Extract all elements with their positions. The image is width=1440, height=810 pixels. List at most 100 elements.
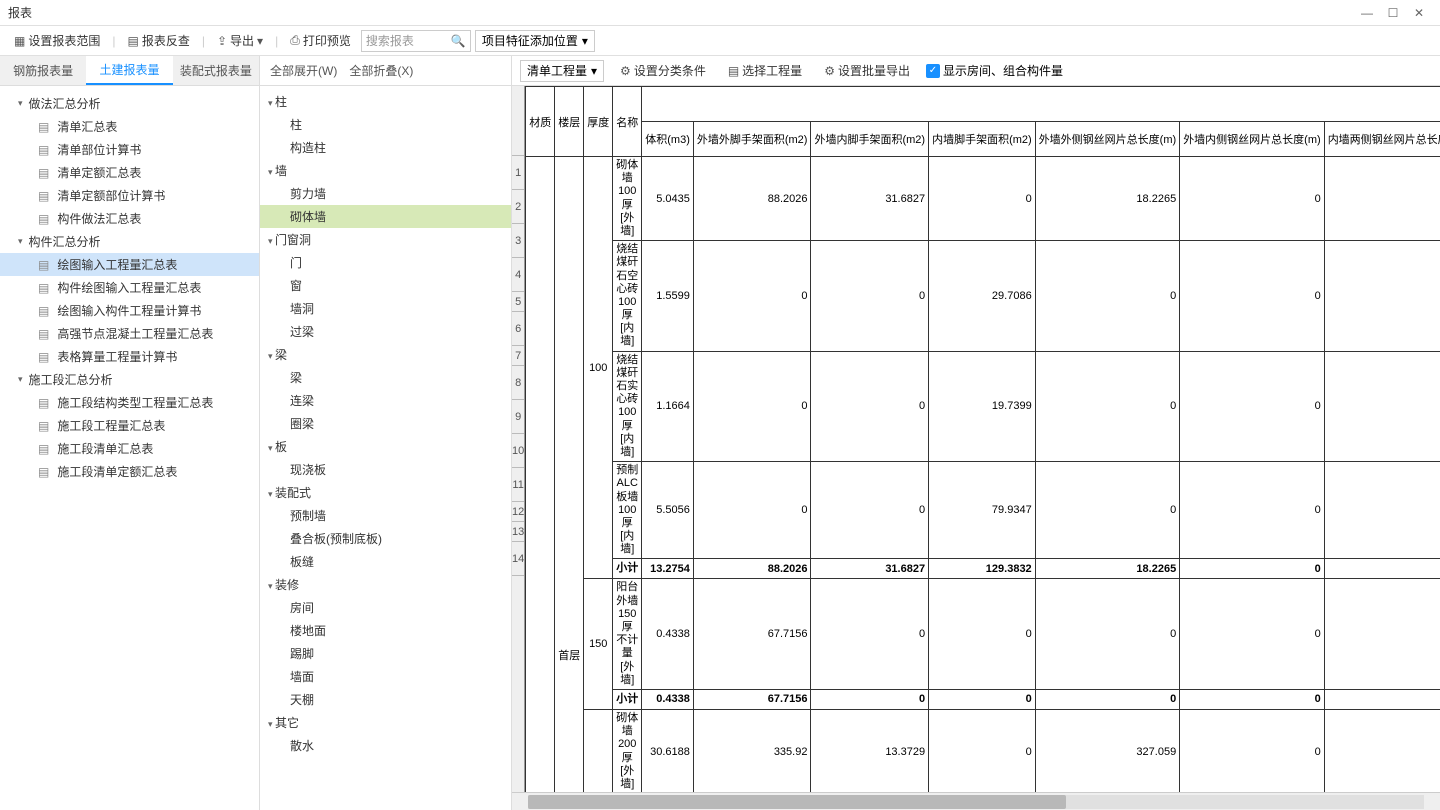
cell-value: 0 bbox=[1180, 689, 1325, 709]
cell-value: 0 bbox=[1324, 709, 1440, 792]
qty-dropdown[interactable]: 清单工程量▾ bbox=[520, 60, 604, 82]
batch-export-button[interactable]: ⚙设置批量导出 bbox=[818, 60, 916, 81]
tree-group[interactable]: 构件汇总分析 bbox=[0, 230, 259, 253]
category-item[interactable]: 房间 bbox=[260, 596, 511, 619]
category-item[interactable]: 楼地面 bbox=[260, 619, 511, 642]
export-icon: ⇪ bbox=[217, 34, 227, 48]
category-header[interactable]: 柱 bbox=[260, 90, 511, 113]
category-header[interactable]: 板 bbox=[260, 435, 511, 458]
category-header[interactable]: 墙 bbox=[260, 159, 511, 182]
cell-value: 1.5599 bbox=[642, 241, 694, 352]
search-input[interactable]: 搜索报表🔍 bbox=[361, 30, 471, 52]
select-qty-button[interactable]: ▤选择工程量 bbox=[722, 60, 808, 81]
category-item[interactable]: 现浇板 bbox=[260, 458, 511, 481]
category-item[interactable]: 圈梁 bbox=[260, 412, 511, 435]
cell-value: 0 bbox=[811, 579, 929, 690]
category-item[interactable]: 叠合板(预制底板) bbox=[260, 527, 511, 550]
cell-value: 31.6827 bbox=[811, 559, 929, 579]
category-header[interactable]: 装修 bbox=[260, 573, 511, 596]
row-number: 14 bbox=[512, 542, 524, 576]
category-item[interactable]: 柱 bbox=[260, 113, 511, 136]
tab-2[interactable]: 装配式报表量 bbox=[173, 56, 259, 85]
category-header[interactable]: 其它 bbox=[260, 711, 511, 734]
category-item[interactable]: 预制墙 bbox=[260, 504, 511, 527]
category-item[interactable]: 连梁 bbox=[260, 389, 511, 412]
cell-value: 19.7399 bbox=[929, 351, 1036, 462]
tree-group[interactable]: 施工段汇总分析 bbox=[0, 368, 259, 391]
cell-name: 小计 bbox=[613, 689, 642, 709]
tree-item[interactable]: 施工段清单汇总表 bbox=[0, 437, 259, 460]
chevron-down-icon: ▾ bbox=[257, 34, 263, 48]
horizontal-scrollbar[interactable] bbox=[512, 792, 1440, 810]
minimize-icon[interactable]: — bbox=[1354, 6, 1380, 20]
tree-item[interactable]: 表格算量工程量计算书 bbox=[0, 345, 259, 368]
cell-value: 18.2265 bbox=[1035, 559, 1180, 579]
category-item[interactable]: 墙洞 bbox=[260, 297, 511, 320]
col-header-group bbox=[642, 87, 1440, 122]
tree-item[interactable]: 清单定额部位计算书 bbox=[0, 184, 259, 207]
position-dropdown[interactable]: 项目特征添加位置▾ bbox=[475, 30, 595, 52]
close-icon[interactable]: ✕ bbox=[1406, 6, 1432, 20]
row-number: 10 bbox=[512, 434, 524, 468]
collapse-all-button[interactable]: 全部折叠(X) bbox=[349, 62, 413, 79]
tree-item[interactable]: 清单部位计算书 bbox=[0, 138, 259, 161]
cell-value: 88.2026 bbox=[693, 157, 811, 241]
category-item[interactable]: 过梁 bbox=[260, 320, 511, 343]
category-item[interactable]: 砌体墙 bbox=[260, 205, 511, 228]
category-item[interactable]: 天棚 bbox=[260, 688, 511, 711]
category-item[interactable]: 剪力墙 bbox=[260, 182, 511, 205]
cell-value: 0 bbox=[1324, 241, 1440, 352]
tree-item[interactable]: 施工段工程量汇总表 bbox=[0, 414, 259, 437]
classify-button[interactable]: ⚙设置分类条件 bbox=[614, 60, 712, 81]
cell-value: 67.7156 bbox=[693, 579, 811, 690]
category-header[interactable]: 梁 bbox=[260, 343, 511, 366]
cell-value: 0 bbox=[811, 241, 929, 352]
cell-value: 0 bbox=[929, 689, 1036, 709]
tab-1[interactable]: 土建报表量 bbox=[86, 56, 172, 85]
tree-item[interactable]: 清单定额汇总表 bbox=[0, 161, 259, 184]
category-item[interactable]: 板缝 bbox=[260, 550, 511, 573]
maximize-icon[interactable]: ☐ bbox=[1380, 6, 1406, 20]
col-header: 内墙两侧钢丝网片总长度(m) bbox=[1324, 122, 1440, 157]
row-number: 3 bbox=[512, 224, 524, 258]
category-item[interactable]: 构造柱 bbox=[260, 136, 511, 159]
expand-all-button[interactable]: 全部展开(W) bbox=[270, 62, 337, 79]
tree-item[interactable]: 清单汇总表 bbox=[0, 115, 259, 138]
category-header[interactable]: 装配式 bbox=[260, 481, 511, 504]
cell-value: 0 bbox=[1180, 241, 1325, 352]
cell-value: 67.7156 bbox=[693, 689, 811, 709]
category-header[interactable]: 门窗洞 bbox=[260, 228, 511, 251]
tab-0[interactable]: 钢筋报表量 bbox=[0, 56, 86, 85]
preview-button[interactable]: ⎙打印预览 bbox=[284, 30, 357, 51]
tree-group[interactable]: 做法汇总分析 bbox=[0, 92, 259, 115]
category-item[interactable]: 散水 bbox=[260, 734, 511, 757]
cell-value: 0 bbox=[1035, 689, 1180, 709]
category-item[interactable]: 墙面 bbox=[260, 665, 511, 688]
row-number: 7 bbox=[512, 346, 524, 366]
col-header: 外墙内侧钢丝网片总长度(m) bbox=[1180, 122, 1325, 157]
cell-value: 5.5056 bbox=[642, 462, 694, 559]
row-number: 12 bbox=[512, 502, 524, 522]
tree-item[interactable]: 构件做法汇总表 bbox=[0, 207, 259, 230]
tree-item[interactable]: 绘图输入工程量汇总表 bbox=[0, 253, 259, 276]
tree-item[interactable]: 高强节点混凝土工程量汇总表 bbox=[0, 322, 259, 345]
cell-name: 砌体墙 100厚 [外墙] bbox=[613, 157, 642, 241]
invert-button[interactable]: ▤报表反查 bbox=[121, 30, 195, 51]
show-rooms-checkbox[interactable]: ✓显示房间、组合构件量 bbox=[926, 62, 1063, 79]
tree-item[interactable]: 构件绘图输入工程量汇总表 bbox=[0, 276, 259, 299]
cell-name: 烧结煤矸石实心砖 100厚 [内墙] bbox=[613, 351, 642, 462]
tree-item[interactable]: 绘图输入构件工程量计算书 bbox=[0, 299, 259, 322]
cell-name: 阳台外墙150厚 不计量 [外墙] bbox=[613, 579, 642, 690]
tree-item[interactable]: 施工段结构类型工程量汇总表 bbox=[0, 391, 259, 414]
category-item[interactable]: 窗 bbox=[260, 274, 511, 297]
tree-item[interactable]: 施工段清单定额汇总表 bbox=[0, 460, 259, 483]
category-item[interactable]: 梁 bbox=[260, 366, 511, 389]
export-button[interactable]: ⇪导出▾ bbox=[211, 30, 269, 51]
category-item[interactable]: 门 bbox=[260, 251, 511, 274]
range-button[interactable]: ▦设置报表范围 bbox=[8, 30, 106, 51]
category-item[interactable]: 踢脚 bbox=[260, 642, 511, 665]
gear-icon: ⚙ bbox=[620, 64, 631, 78]
cell-value: 13.3729 bbox=[811, 709, 929, 792]
cell-value: 0 bbox=[1035, 462, 1180, 559]
cell-thickness: 100 bbox=[584, 157, 613, 579]
